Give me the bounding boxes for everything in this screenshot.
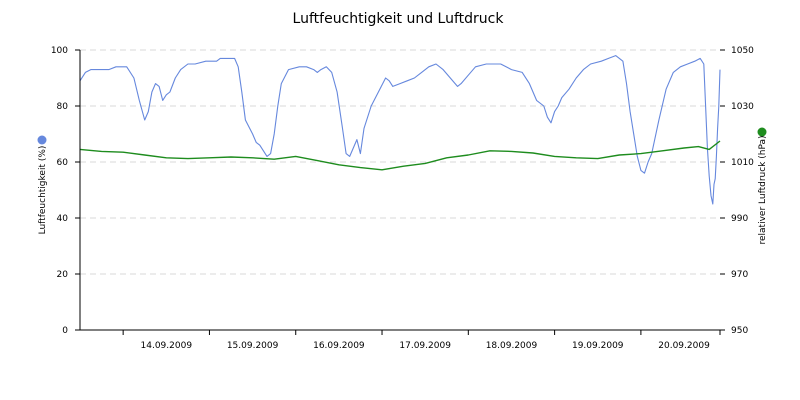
left-axis-ticks: 0 20 40 60 80 100	[51, 46, 68, 336]
left-tick-label: 0	[62, 326, 68, 336]
x-tick-label: 15.09.2009	[227, 341, 279, 351]
humidity-line	[79, 55, 721, 205]
x-tick-label: 19.09.2009	[572, 341, 624, 351]
left-tick-label: 80	[57, 102, 69, 112]
series-lines	[79, 55, 721, 205]
right-tick-label: 1050	[731, 46, 754, 56]
axes	[75, 49, 725, 331]
right-tick-label: 990	[731, 214, 748, 224]
left-series-legend-marker	[37, 135, 47, 145]
x-tick-label: 14.09.2009	[141, 341, 193, 351]
x-tick-label: 16.09.2009	[313, 341, 365, 351]
x-tick-label: 20.09.2009	[658, 341, 710, 351]
left-tick-label: 60	[57, 158, 69, 168]
right-series-legend-marker	[757, 127, 767, 137]
x-axis-ticks: 14.09.2009 15.09.2009 16.09.2009 17.09.2009…	[122, 330, 721, 351]
right-tick-label: 1010	[731, 158, 754, 168]
left-tick-label: 40	[57, 214, 69, 224]
chart-title: Luftfeuchtigkeit und Luftdruck	[293, 11, 505, 27]
grid-lines	[80, 49, 720, 275]
left-tick-label: 100	[51, 46, 68, 56]
right-tick-label: 950	[731, 326, 748, 336]
pressure-line	[79, 140, 721, 171]
right-axis-label: relativer Luftdruck (hPa)	[758, 135, 768, 244]
x-tick-label: 18.09.2009	[486, 341, 538, 351]
left-axis-label: Luftfeuchtigkeit (%)	[38, 146, 48, 235]
right-tick-label: 1030	[731, 102, 754, 112]
right-axis-ticks: 950 970 990 1010 1030 1050	[731, 46, 754, 336]
right-tick-label: 970	[731, 270, 748, 280]
left-tick-label: 20	[57, 270, 69, 280]
x-tick-label: 17.09.2009	[399, 341, 451, 351]
